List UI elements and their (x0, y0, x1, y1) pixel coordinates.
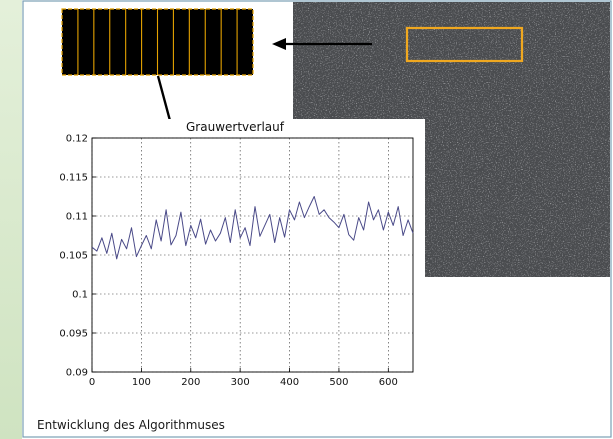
x-tick-label: 500 (329, 377, 348, 388)
y-tick-label: 0.115 (59, 173, 88, 184)
figure-caption: Entwicklung des Algorithmuses (37, 418, 225, 432)
x-tick-label: 600 (379, 377, 398, 388)
sidebar-strip (0, 0, 22, 439)
y-tick-label: 0.12 (66, 134, 88, 145)
y-tick-label: 0.095 (59, 329, 88, 340)
stripe-block (62, 9, 253, 75)
chart-title: Grauwertverlauf (186, 120, 284, 134)
x-tick-label: 200 (181, 377, 200, 388)
x-tick-label: 400 (280, 377, 299, 388)
y-tick-label: 0.105 (59, 251, 88, 262)
x-tick-label: 300 (231, 377, 250, 388)
y-tick-label: 0.09 (66, 368, 88, 379)
y-tick-label: 0.1 (72, 290, 88, 301)
y-tick-label: 0.11 (66, 212, 88, 223)
x-tick-label: 0 (89, 377, 95, 388)
x-tick-label: 100 (132, 377, 151, 388)
